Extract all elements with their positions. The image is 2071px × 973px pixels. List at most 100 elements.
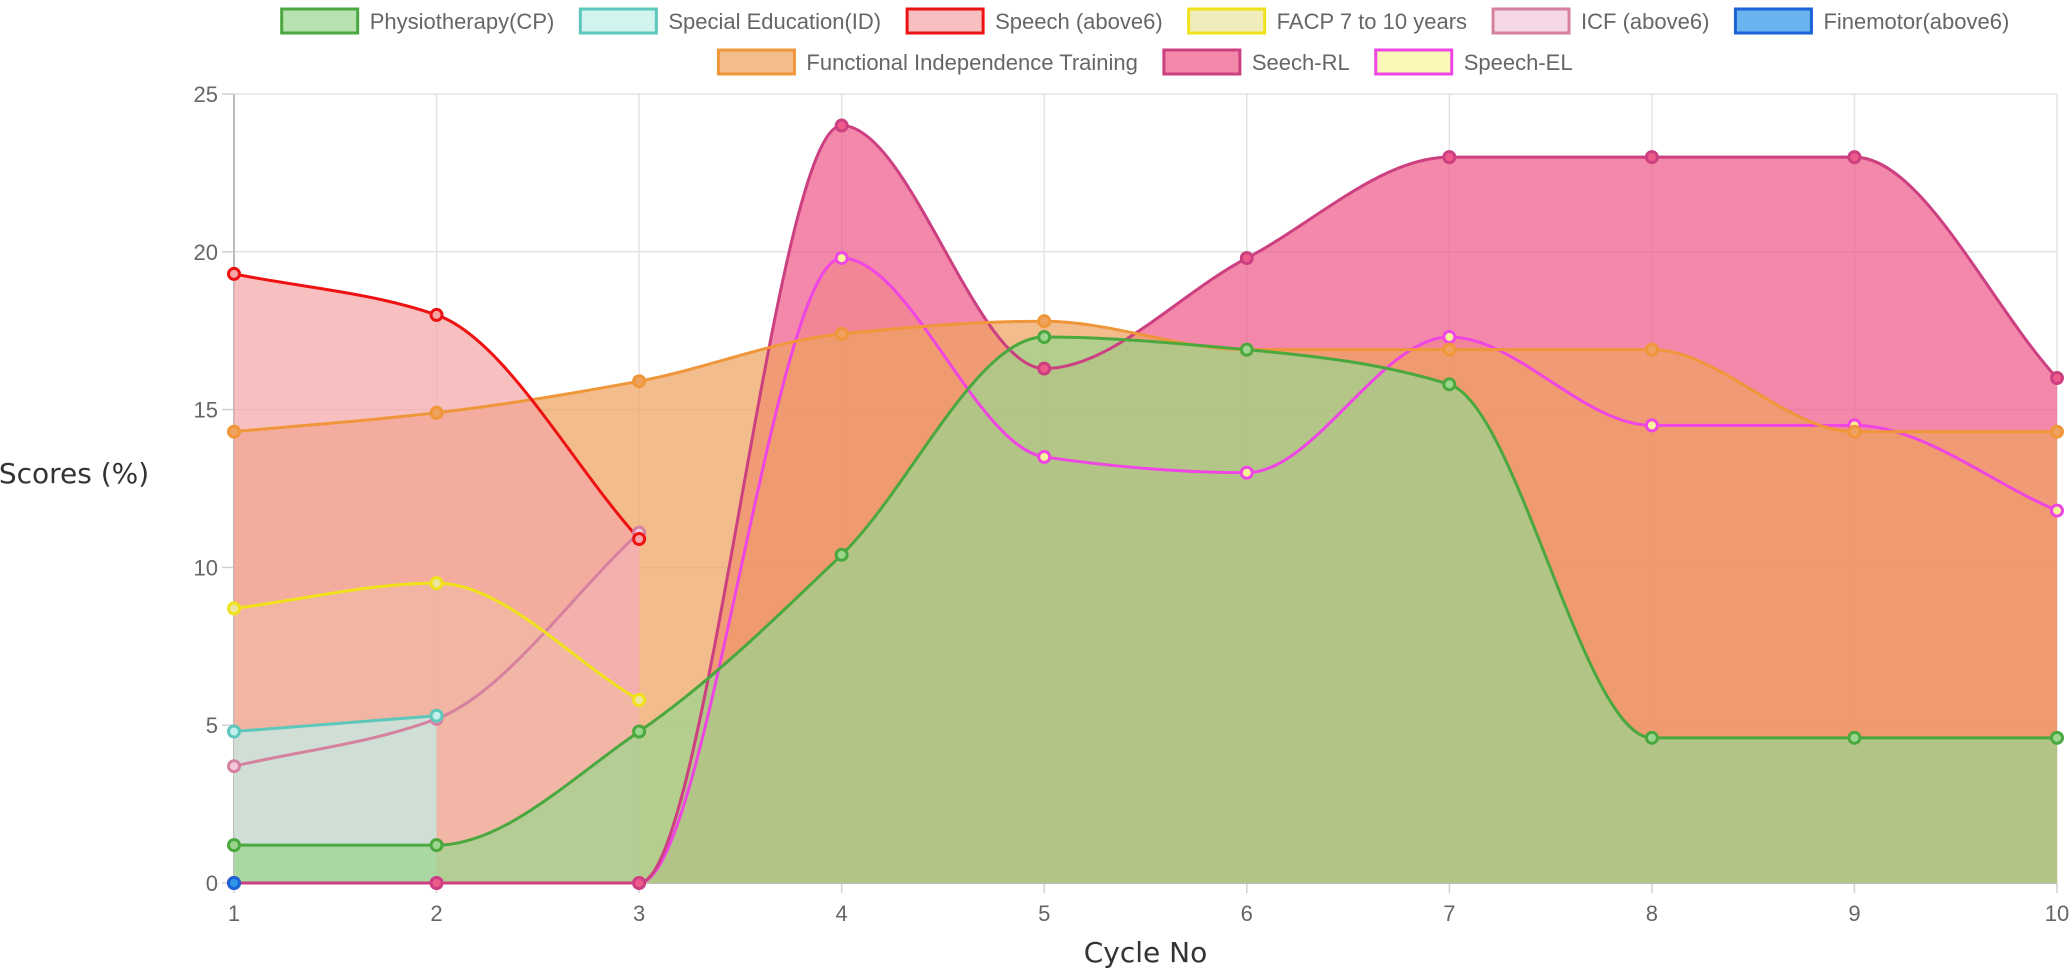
legend-item-icf-above6[interactable]: ICF (above6) xyxy=(1491,7,1709,35)
y-tick-label: 5 xyxy=(206,713,218,738)
point-physiotherapy-cp[interactable] xyxy=(1239,342,1254,357)
point-functional-independence-training[interactable] xyxy=(1442,342,1457,357)
legend-swatch xyxy=(905,7,985,35)
point-speech-el[interactable] xyxy=(2050,503,2064,518)
point-seech-rl[interactable] xyxy=(1847,150,1862,165)
point-physiotherapy-cp[interactable] xyxy=(227,838,241,853)
legend-swatch xyxy=(1374,48,1454,76)
line-special-education-id xyxy=(233,714,437,734)
y-tick-label: 10 xyxy=(194,555,218,580)
legend-swatch xyxy=(1733,7,1813,35)
x-axis-title: Cycle No xyxy=(1084,936,1208,969)
legend-label: Physiotherapy(CP) xyxy=(370,9,555,34)
legend-label: FACP 7 to 10 years xyxy=(1277,9,1467,34)
legend-label: Speech (above6) xyxy=(995,9,1163,34)
point-physiotherapy-cp[interactable] xyxy=(834,547,849,562)
point-facp-7-to-10-years[interactable] xyxy=(429,576,444,591)
legend-item-seech-rl[interactable]: Seech-RL xyxy=(1162,48,1350,76)
point-functional-independence-training[interactable] xyxy=(429,405,444,420)
point-speech-above6[interactable] xyxy=(429,307,444,322)
point-speech-above6[interactable] xyxy=(227,266,241,281)
x-tick-label: 4 xyxy=(836,901,848,926)
point-speech-el[interactable] xyxy=(1644,418,1659,433)
point-speech-el[interactable] xyxy=(834,251,849,266)
x-tick-label: 10 xyxy=(2045,901,2069,926)
area-physiotherapy-cp xyxy=(234,337,2057,884)
legend-item-finemotor-above6[interactable]: Finemotor(above6) xyxy=(1733,7,2009,35)
point-seech-rl[interactable] xyxy=(2050,371,2064,386)
legend-swatch xyxy=(1491,7,1571,35)
x-tick-label: 5 xyxy=(1038,901,1050,926)
legend-label: Finemotor(above6) xyxy=(1823,9,2009,34)
point-special-education-id[interactable] xyxy=(227,724,241,739)
y-tick-label: 15 xyxy=(194,398,218,423)
legend-item-facp-7-to-10-years[interactable]: FACP 7 to 10 years xyxy=(1187,7,1467,35)
series-areas xyxy=(234,125,2057,884)
point-functional-independence-training[interactable] xyxy=(1644,342,1659,357)
legend-item-speech-el[interactable]: Speech-EL xyxy=(1374,48,1573,76)
point-physiotherapy-cp[interactable] xyxy=(429,838,444,853)
point-physiotherapy-cp[interactable] xyxy=(1644,730,1659,745)
point-facp-7-to-10-years[interactable] xyxy=(632,692,647,707)
point-seech-rl[interactable] xyxy=(1037,361,1052,376)
legend-item-special-education-id[interactable]: Special Education(ID) xyxy=(578,7,881,35)
x-tick-label: 3 xyxy=(633,901,645,926)
point-finemotor-above6[interactable] xyxy=(227,876,241,890)
y-axis-title: Scores (%) xyxy=(0,457,149,490)
point-functional-independence-training[interactable] xyxy=(1847,424,1862,439)
point-functional-independence-training[interactable] xyxy=(2050,424,2064,439)
point-facp-7-to-10-years[interactable] xyxy=(227,601,241,616)
x-tick-label: 9 xyxy=(1848,901,1860,926)
y-tick-label: 20 xyxy=(194,240,218,265)
legend-item-speech-above6[interactable]: Speech (above6) xyxy=(905,7,1163,35)
y-tick-label: 25 xyxy=(194,82,218,107)
point-special-education-id[interactable] xyxy=(429,708,444,723)
point-physiotherapy-cp[interactable] xyxy=(1037,330,1052,345)
legend-swatch xyxy=(280,7,360,35)
point-functional-independence-training[interactable] xyxy=(227,424,241,439)
area-special-education-id xyxy=(234,715,437,883)
legend-swatch xyxy=(1162,48,1242,76)
legend-label: Seech-RL xyxy=(1252,50,1350,75)
legend-swatch xyxy=(578,7,658,35)
x-tick-label: 1 xyxy=(228,901,240,926)
point-functional-independence-training[interactable] xyxy=(1037,314,1052,329)
point-seech-rl[interactable] xyxy=(429,876,444,890)
point-speech-el[interactable] xyxy=(1037,449,1052,464)
point-seech-rl[interactable] xyxy=(1644,150,1659,165)
point-seech-rl[interactable] xyxy=(632,876,647,890)
point-seech-rl[interactable] xyxy=(1442,150,1457,165)
x-tick-label: 7 xyxy=(1443,901,1455,926)
point-physiotherapy-cp[interactable] xyxy=(2050,730,2064,745)
point-functional-independence-training[interactable] xyxy=(632,374,647,389)
point-seech-rl[interactable] xyxy=(834,118,849,133)
legend-label: Speech-EL xyxy=(1464,50,1573,75)
line-functional-independence-training xyxy=(233,319,2057,434)
legend-label: ICF (above6) xyxy=(1581,9,1709,34)
point-speech-el[interactable] xyxy=(1442,330,1457,345)
legend-swatch xyxy=(1187,7,1267,35)
point-speech-el[interactable] xyxy=(1239,465,1254,480)
legend-label: Functional Independence Training xyxy=(806,50,1137,75)
x-tick-label: 2 xyxy=(430,901,442,926)
x-tick-label: 8 xyxy=(1646,901,1658,926)
legend-swatch xyxy=(716,48,796,76)
point-seech-rl[interactable] xyxy=(1239,251,1254,266)
x-tick-label: 6 xyxy=(1241,901,1253,926)
legend-row: Functional Independence Training Seech-RL… xyxy=(716,48,1573,76)
point-physiotherapy-cp[interactable] xyxy=(1847,730,1862,745)
point-speech-above6[interactable] xyxy=(632,531,647,546)
line-physiotherapy-cp xyxy=(233,335,2057,847)
point-icf-above6[interactable] xyxy=(227,759,241,774)
legend-item-physiotherapy-cp[interactable]: Physiotherapy(CP) xyxy=(280,7,555,35)
legend-row: Physiotherapy(CP) Special Education(ID) Sp… xyxy=(280,7,2009,35)
point-functional-independence-training[interactable] xyxy=(834,326,849,341)
y-tick-label: 0 xyxy=(206,871,218,896)
legend: Physiotherapy(CP) Special Education(ID) Sp… xyxy=(280,7,2009,76)
legend-label: Special Education(ID) xyxy=(668,9,881,34)
data-points xyxy=(227,118,2064,890)
point-physiotherapy-cp[interactable] xyxy=(1442,377,1457,392)
point-physiotherapy-cp[interactable] xyxy=(632,724,647,739)
legend-item-functional-independence-training[interactable]: Functional Independence Training xyxy=(716,48,1138,76)
